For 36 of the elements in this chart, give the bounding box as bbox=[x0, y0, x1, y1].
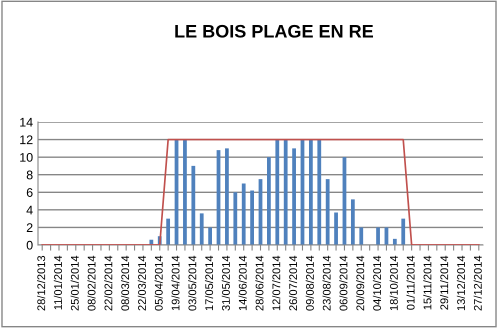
y-tick-label: 6 bbox=[26, 188, 33, 197]
x-tick-label: 13/12/2014 bbox=[456, 256, 465, 310]
y-tick-label: 10 bbox=[20, 152, 33, 162]
x-tick-label: 12/07/2014 bbox=[272, 256, 280, 310]
y-tick-label: 0 bbox=[26, 240, 33, 250]
x-tick-label: 28/12/2013 bbox=[37, 256, 46, 310]
x-tick-label: 08/03/2014 bbox=[120, 256, 130, 311]
x-tick-label: 26/07/2014 bbox=[288, 256, 298, 310]
x-tick-label: 04/10/2014 bbox=[372, 256, 382, 311]
x-tick-label: 22/03/2014 bbox=[138, 256, 146, 310]
x-tick-label: 11/01/2014 bbox=[54, 256, 62, 310]
x-tick-label: 09/08/2014 bbox=[306, 256, 314, 311]
x-tick-label: 19/04/2014 bbox=[171, 256, 180, 310]
y-tick-label: 14 bbox=[20, 118, 33, 127]
y-tick-label: 4 bbox=[26, 206, 33, 214]
x-tick-label: 14/06/2014 bbox=[238, 256, 247, 310]
x-tick-label: 27/12/2014 bbox=[474, 256, 482, 310]
y-tick-label: 12 bbox=[20, 135, 33, 144]
y-tick-label: 8 bbox=[26, 170, 33, 180]
x-tick-label: 20/09/2014 bbox=[356, 256, 364, 310]
x-tick-label: 31/05/2014 bbox=[222, 256, 230, 311]
x-tick-label: 05/04/2014 bbox=[154, 256, 163, 311]
x-tick-label: 03/05/2014 bbox=[188, 256, 196, 311]
x-tick-label: 25/01/2014 bbox=[70, 256, 79, 310]
x-tick-label: 28/06/2014 bbox=[255, 256, 264, 310]
x-tick-label: 06/09/2014 bbox=[339, 256, 348, 311]
x-tick-label: 17/05/2014 bbox=[204, 256, 214, 310]
chart-title: LE BOIS PLAGE EN RE bbox=[175, 24, 374, 38]
x-tick-label: 08/02/2014 bbox=[87, 256, 96, 311]
x-tick-label: 23/08/2014 bbox=[322, 256, 331, 310]
x-tick-label: 29/11/2014 bbox=[440, 256, 448, 310]
y-tick-label: 2 bbox=[26, 223, 33, 232]
x-tick-label: 15/11/2014 bbox=[423, 256, 432, 310]
x-tick-label: 22/02/2014 bbox=[104, 256, 112, 310]
x-tick-label: 18/10/2014 bbox=[390, 256, 398, 310]
x-tick-label: 01/11/2014 bbox=[406, 256, 415, 310]
